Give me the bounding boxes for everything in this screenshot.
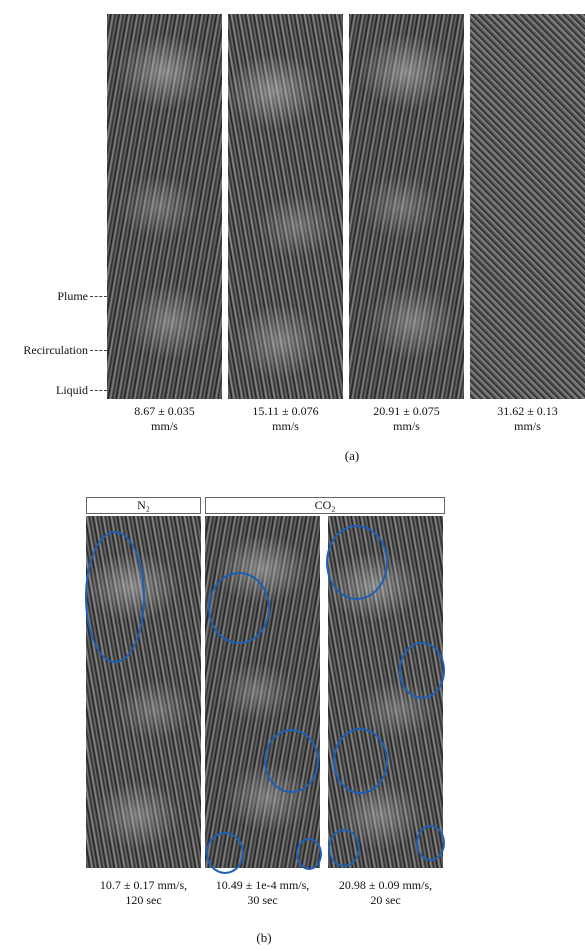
vortex-circle (326, 525, 388, 600)
gas-label-co2: CO₂ (205, 497, 445, 514)
vortex-circle (328, 829, 360, 867)
caption-a4-unit: mm/s (514, 419, 541, 433)
flow-image-a1 (107, 14, 222, 399)
plume-leader (90, 296, 107, 297)
gas-label-n2: N₂ (86, 497, 201, 514)
figure-label-b: (b) (256, 930, 272, 945)
vortex-circle (208, 572, 270, 644)
caption-a4: 31.62 ± 0.13 mm/s (470, 404, 585, 434)
liquid-label: Liquid (56, 383, 88, 397)
caption-a4-value: 31.62 ± 0.13 (497, 404, 558, 418)
recirculation-label: Recirculation (23, 343, 88, 357)
caption-b3-line2: 20 sec (370, 893, 401, 907)
caption-a1: 8.67 ± 0.035 mm/s (107, 404, 222, 434)
caption-b1-line2: 120 sec (125, 893, 162, 907)
caption-b1-line1: 10.7 ± 0.17 mm/s, (99, 878, 188, 892)
caption-b3-line1: 20.98 ± 0.09 mm/s, (338, 878, 433, 892)
vortex-circle (206, 832, 244, 874)
vortex-circle (416, 825, 445, 861)
liquid-leader (90, 390, 107, 391)
flow-image-b2 (205, 516, 320, 868)
vortex-circle (296, 838, 322, 870)
plume-label: Plume (57, 289, 88, 303)
vortex-circle (333, 728, 388, 794)
caption-a2: 15.11 ± 0.076 mm/s (228, 404, 343, 434)
caption-a3-value: 20.91 ± 0.075 (373, 404, 440, 418)
figure-label-a: (a) (344, 448, 360, 463)
flow-image-a4 (470, 14, 585, 399)
vortex-circle (85, 531, 145, 663)
caption-b2-line1: 10.49 ± 1e-4 mm/s, (215, 878, 310, 892)
caption-a3-unit: mm/s (393, 419, 420, 433)
flow-image-a3 (349, 14, 464, 399)
caption-a2-unit: mm/s (272, 419, 299, 433)
caption-b2: 10.49 ± 1e-4 mm/s, 30 sec (193, 878, 332, 908)
caption-b2-line2: 30 sec (247, 893, 278, 907)
caption-a3: 20.91 ± 0.075 mm/s (349, 404, 464, 434)
vortex-circle (399, 642, 445, 699)
caption-a1-unit: mm/s (151, 419, 178, 433)
flow-image-a2 (228, 14, 343, 399)
caption-a2-value: 15.11 ± 0.076 (252, 404, 319, 418)
caption-a1-value: 8.67 ± 0.035 (134, 404, 195, 418)
caption-b1: 10.7 ± 0.17 mm/s, 120 sec (74, 878, 213, 908)
vortex-circle (264, 729, 319, 793)
recirculation-leader (90, 350, 107, 351)
caption-b3: 20.98 ± 0.09 mm/s, 20 sec (316, 878, 455, 908)
